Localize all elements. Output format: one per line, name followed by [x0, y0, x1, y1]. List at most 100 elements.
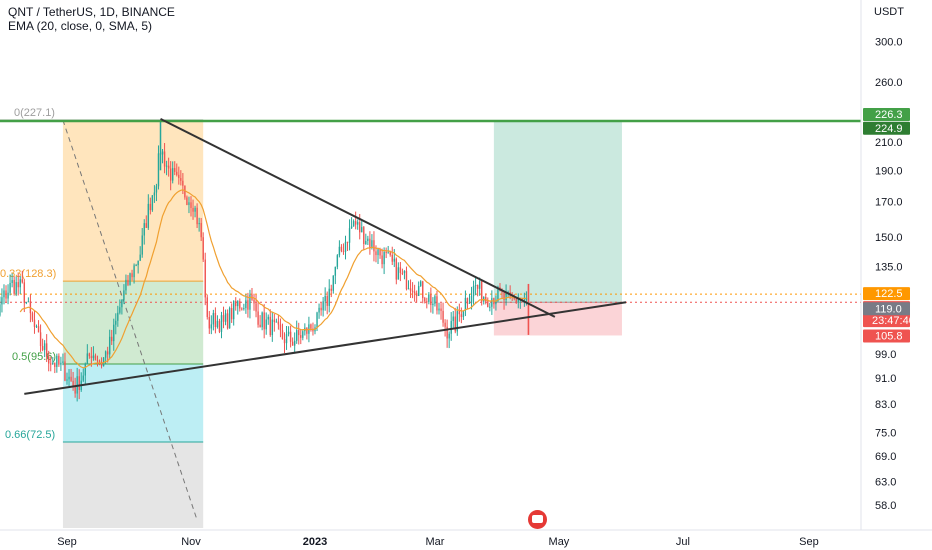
- price-tick-label: 83.0: [875, 399, 896, 411]
- price-badge: [863, 287, 910, 301]
- candle-body: [523, 299, 526, 301]
- candle-body: [247, 300, 249, 310]
- price-tick-label: 99.0: [875, 349, 896, 361]
- candle-body: [184, 185, 186, 198]
- candle-body: [464, 297, 467, 311]
- candle-body: [108, 336, 111, 355]
- candle-body: [261, 312, 263, 328]
- candle-body: [434, 296, 436, 304]
- time-tick-label: Jul: [676, 536, 690, 548]
- candle-body: [344, 241, 347, 252]
- candle-body: [125, 279, 127, 291]
- candle-body: [39, 332, 42, 347]
- candle-body: [100, 362, 103, 367]
- candle-body: [432, 303, 434, 306]
- candle-body: [86, 353, 89, 364]
- candle-body: [174, 168, 176, 172]
- candle-body: [210, 324, 213, 329]
- candle-body: [269, 316, 271, 336]
- candle-body: [420, 281, 422, 287]
- candle-body: [163, 151, 166, 167]
- candle-body: [115, 320, 117, 325]
- candle-body: [48, 356, 50, 364]
- candle-body: [389, 252, 391, 255]
- candle-body: [155, 186, 158, 193]
- candle-body: [167, 165, 170, 169]
- candle-body: [379, 249, 381, 256]
- candle-body: [377, 249, 379, 256]
- candle-body: [310, 324, 312, 329]
- candle-body: [369, 238, 371, 248]
- candle-body: [96, 360, 99, 362]
- candle-body: [66, 379, 68, 381]
- candle-body: [458, 311, 461, 315]
- candle-body: [338, 246, 341, 256]
- candle-body: [436, 296, 438, 311]
- candle-body: [3, 290, 5, 298]
- candle-body: [452, 316, 454, 322]
- candle-body: [245, 300, 247, 309]
- candle-body: [41, 346, 44, 350]
- candle-body: [135, 265, 137, 267]
- candle-body: [139, 254, 141, 261]
- candle-body: [361, 227, 363, 233]
- candle-body: [172, 168, 174, 181]
- candle-body: [413, 291, 416, 294]
- candle-body: [342, 250, 345, 252]
- candle-body: [316, 312, 318, 328]
- candle-body: [320, 307, 322, 311]
- candle-body: [399, 267, 402, 273]
- price-tick-label: 190.0: [875, 165, 903, 177]
- candle-body: [1, 297, 3, 305]
- candle-body: [442, 310, 444, 323]
- candle-body: [285, 334, 288, 344]
- time-tick-label: Mar: [425, 536, 444, 548]
- candle-body: [440, 308, 442, 311]
- candle-body: [281, 330, 284, 340]
- candle-body: [9, 282, 11, 293]
- price-badge: [863, 329, 910, 343]
- candle-body: [491, 298, 493, 307]
- candle-body: [422, 281, 424, 299]
- candle-body: [283, 339, 286, 344]
- time-tick-label: 2023: [303, 536, 327, 548]
- candle-body: [64, 361, 66, 381]
- time-tick-label: Nov: [181, 536, 201, 548]
- price-badge-text: 105.8: [875, 330, 903, 342]
- fib-label: 0.5(95.6): [12, 351, 56, 363]
- candle-body: [82, 375, 84, 381]
- price-tick-label: 91.0: [875, 373, 896, 385]
- candle-body: [220, 315, 223, 332]
- candle-body: [206, 297, 208, 318]
- candle-body: [178, 174, 180, 179]
- candle-body: [318, 307, 320, 313]
- candle-body: [497, 287, 499, 301]
- price-badge: [863, 302, 910, 316]
- candle-body: [161, 151, 164, 155]
- candle-body: [45, 343, 48, 357]
- candle-body: [214, 312, 217, 328]
- candle-body: [70, 376, 72, 381]
- candle-body: [113, 324, 115, 342]
- fib-label: 0(227.1): [14, 107, 55, 119]
- candle-body: [527, 283, 530, 335]
- currency-label: USDT: [874, 6, 904, 18]
- candle-body: [411, 290, 414, 292]
- candle-body: [446, 326, 448, 339]
- candle-body: [277, 321, 280, 325]
- candle-body: [460, 314, 463, 318]
- candle-body: [476, 285, 479, 289]
- candle-body: [373, 240, 375, 252]
- price-tick-label: 69.0: [875, 451, 896, 463]
- candle-body: [131, 273, 133, 278]
- candle-body: [407, 288, 410, 290]
- candle-body: [391, 254, 393, 262]
- candle-body: [84, 363, 86, 376]
- price-tick-label: 135.0: [875, 262, 903, 274]
- candle-body: [198, 223, 200, 225]
- candle-body: [456, 311, 458, 332]
- candle-body: [151, 195, 154, 211]
- candle-body: [430, 294, 432, 306]
- candle-body: [336, 255, 339, 267]
